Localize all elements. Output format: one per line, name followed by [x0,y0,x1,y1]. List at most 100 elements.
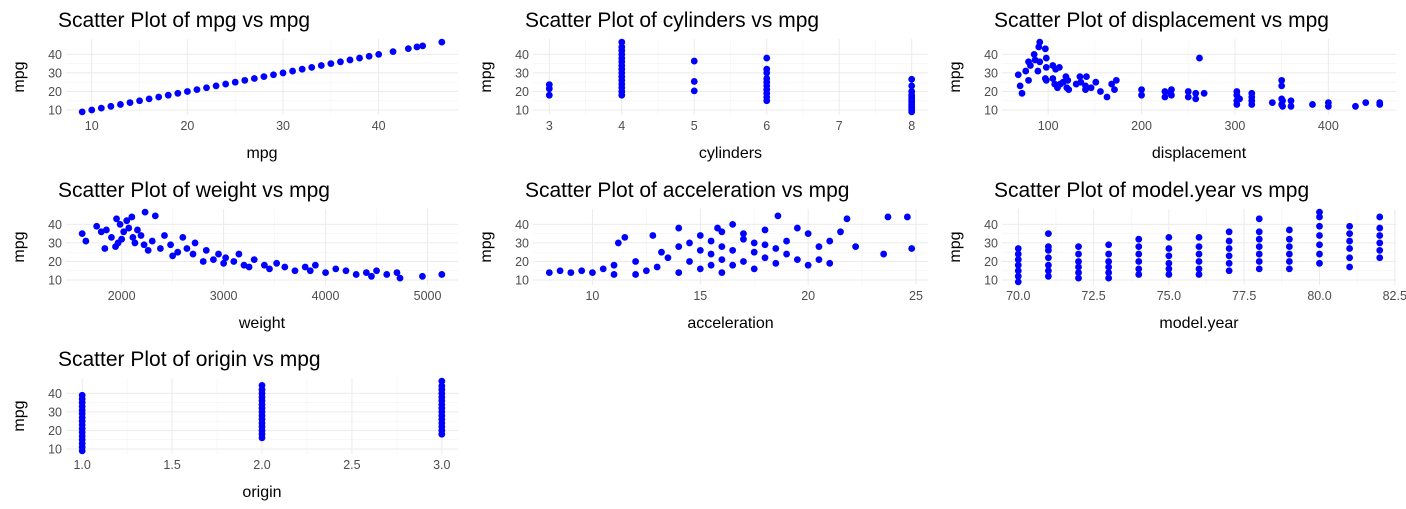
data-point [174,248,182,256]
data-point [189,250,197,258]
data-point [729,261,737,269]
chart-panel-5: Scatter Plot of acceleration vs mpg 10 15 2… [478,179,928,332]
data-point [78,230,86,238]
data-point [1075,269,1082,276]
x-tick-label: 25 [909,289,923,303]
data-point [1285,258,1293,265]
data-point [123,217,131,225]
data-point [686,239,693,247]
data-point [1075,263,1082,271]
y-tick-label: 30 [48,236,62,250]
y-tick-label: 20 [48,255,62,269]
data-point [1097,88,1104,95]
data-point [1014,250,1022,258]
data-point [1165,271,1173,278]
data-point [289,67,297,75]
x-tick-label: 30 [276,119,290,133]
x-tick-label: 100 [1038,119,1059,133]
data-point [356,54,363,62]
data-point [1111,86,1118,94]
data-point [78,108,86,116]
data-point [1138,91,1145,99]
data-point [215,250,222,258]
data-point [1195,271,1203,278]
data-point [729,246,737,254]
data-point [298,65,306,73]
data-point [116,220,124,228]
y-tick-label: 40 [984,48,998,62]
x-tick-label: 80.0 [1307,289,1331,303]
data-point [301,263,309,271]
y-tick-label: 40 [515,218,529,232]
data-point [1225,259,1233,267]
data-point [908,245,916,252]
data-points [545,38,916,116]
data-point [707,261,715,269]
data-point [222,80,230,88]
data-point [107,102,115,110]
data-point [179,233,187,241]
y-tick-label: 20 [515,85,529,99]
data-point [220,259,228,267]
data-point [346,56,354,64]
x-tick-label: 20 [180,119,194,133]
data-point [1285,250,1293,258]
data-point [137,232,145,239]
data-point [718,256,726,264]
y-axis-title: mpg [478,61,495,92]
data-point [545,269,553,276]
x-axis-title: origin [242,484,281,501]
data-point [1316,259,1323,267]
data-point [365,52,373,60]
data-point [718,243,726,251]
data-point [148,237,156,245]
chart-panel-1: Scatter Plot of mpg vs mpg 10 20 30 40 10 20 30… [11,9,458,162]
x-tick-label: 4 [618,119,625,133]
data-point [718,228,726,236]
y-tick-label: 10 [48,443,62,457]
data-point [155,93,163,101]
data-point [258,382,266,389]
data-point [1225,228,1233,236]
data-point [632,258,639,265]
data-point [1225,252,1233,260]
data-point [342,267,350,275]
data-point [1285,226,1293,234]
data-point [1376,232,1384,239]
x-tick-label: 7 [836,119,843,133]
x-tick-label: 70.0 [1006,289,1030,303]
chart-title: Scatter Plot of origin vs mpg [58,348,321,371]
chart-panel-6: Scatter Plot of model.year vs mpg 70.0 72.… [947,179,1406,332]
data-point [140,241,148,249]
x-tick-label: 6 [763,119,770,133]
data-point [774,212,782,220]
data-point [1195,243,1203,251]
data-point [1027,62,1034,69]
data-point [1042,76,1050,84]
data-point [740,235,747,243]
data-point [1195,265,1203,273]
data-point [317,62,325,69]
data-point [1064,76,1072,84]
y-tick-label: 20 [984,85,998,99]
x-tick-label: 200 [1131,119,1152,133]
data-point [642,267,650,275]
data-points [1014,208,1384,286]
y-axis-title: mpg [947,61,964,92]
data-point [1376,254,1384,262]
data-point [199,258,207,265]
y-tick-label: 40 [984,218,998,232]
data-point [696,265,704,273]
x-tick-label: 72.5 [1081,289,1105,303]
data-point [1044,254,1052,262]
data-point [279,69,287,77]
chart-panel-4: Scatter Plot of weight vs mpg 2000 3000 400… [11,179,458,332]
data-point [1287,102,1295,110]
data-point [1165,245,1173,252]
data-point [203,84,210,92]
x-tick-label: 2.5 [343,458,360,472]
data-point [1042,63,1050,71]
data-point [772,259,780,267]
data-point [102,226,110,234]
data-point [843,215,851,223]
